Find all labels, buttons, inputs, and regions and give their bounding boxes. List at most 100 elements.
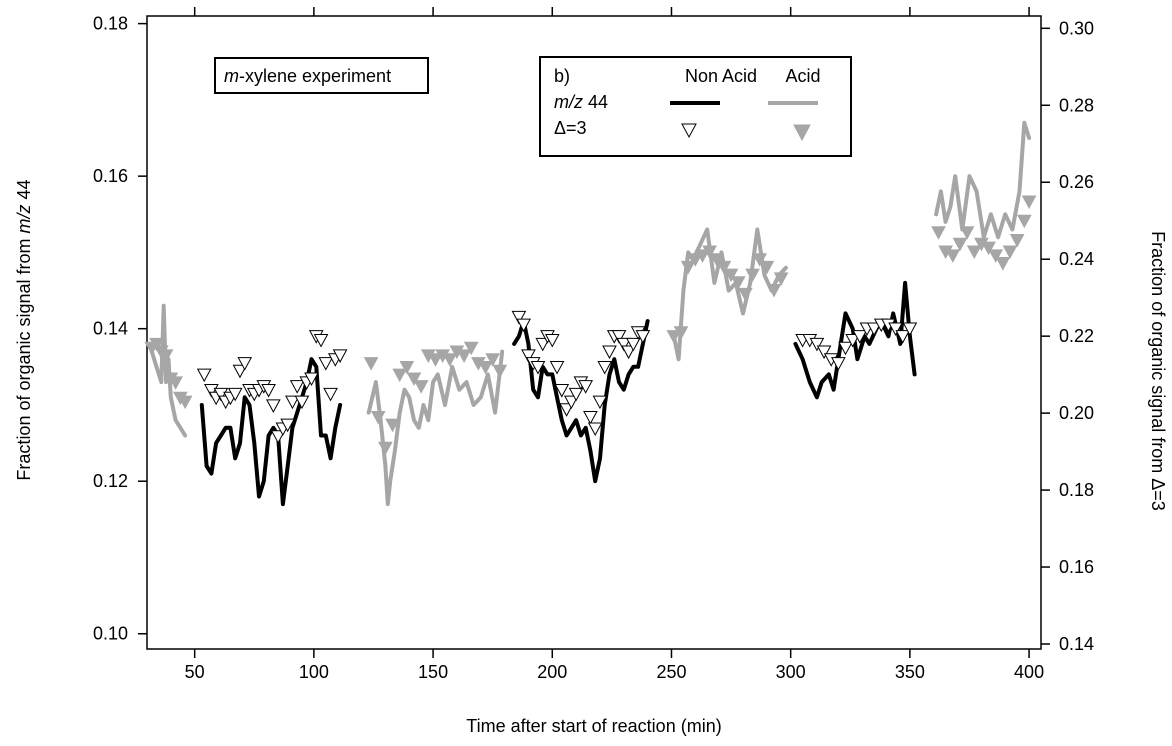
acid-delta3-marker — [931, 226, 946, 240]
non_acid-delta3-marker — [587, 422, 603, 437]
acid-mz44-line — [149, 303, 188, 438]
non_acid-delta3-marker — [521, 349, 536, 363]
y2-tick-label: 0.14 — [1059, 634, 1094, 654]
non_acid-delta3-marker — [866, 322, 882, 337]
x-tick-label: 400 — [1014, 662, 1044, 682]
non_acid-delta3-marker — [313, 334, 329, 348]
y-tick-label: 0.12 — [93, 471, 128, 491]
non_acid-delta3-marker — [511, 310, 527, 325]
series-lines — [149, 120, 1032, 507]
y2-tick-label: 0.24 — [1059, 249, 1094, 269]
acid-mz44-line — [366, 349, 505, 507]
acid-delta3-marker — [695, 249, 710, 263]
y2-tick-label: 0.20 — [1059, 403, 1094, 423]
non_acid-delta3-marker — [530, 360, 546, 375]
legend-row-delta3: Δ=3 — [554, 118, 587, 138]
acid-delta3-marker — [716, 260, 732, 275]
x-tick-label: 250 — [656, 662, 686, 682]
acid-delta3-marker — [149, 337, 164, 352]
non_acid-delta3-marker — [597, 360, 613, 375]
y2-tick-label: 0.16 — [1059, 557, 1094, 577]
non_acid-delta3-marker — [280, 418, 295, 433]
non_acid-delta3-marker — [549, 360, 565, 375]
non_acid-delta3-marker — [323, 387, 338, 402]
acid-delta3-marker — [168, 376, 183, 390]
acid-delta3-marker — [478, 360, 493, 375]
series-markers — [144, 195, 1037, 456]
acid-delta3-marker — [177, 395, 193, 410]
legend-col-non-acid: Non Acid — [685, 66, 757, 86]
legend: b) Non Acid Acid m/z 44 Δ=3 — [539, 56, 852, 157]
x-tick-label: 50 — [185, 662, 205, 682]
non_acid-delta3-marker — [616, 337, 632, 352]
non_acid-delta3-marker — [544, 334, 560, 348]
non_acid-delta3-marker — [809, 337, 825, 352]
x-axis: 50 100 150 200 250 300 350 400 — [185, 7, 1044, 682]
non_acid-delta3-marker — [304, 372, 319, 387]
acid-delta3-marker — [959, 226, 975, 240]
acid-delta3-marker — [673, 326, 689, 340]
non_acid-delta3-marker — [568, 387, 584, 402]
y2-tick-label: 0.26 — [1059, 172, 1094, 192]
acid-delta3-marker — [709, 253, 725, 267]
non_acid-delta3-marker — [285, 395, 300, 410]
non_acid-delta3-marker — [816, 345, 832, 360]
acid-delta3-marker — [981, 241, 996, 256]
non_acid-mz44-line — [512, 319, 650, 484]
non_acid-delta3-marker — [204, 384, 219, 398]
acid-delta3-marker — [687, 253, 703, 267]
acid-mz44-line — [934, 120, 1032, 240]
acid-delta3-marker — [680, 260, 696, 275]
annotation-box — [214, 57, 429, 94]
non_acid-delta3-marker — [237, 357, 253, 371]
non_acid-delta3-marker — [554, 384, 570, 398]
non_acid-delta3-marker — [625, 337, 641, 352]
acid-delta3-marker — [1002, 245, 1018, 260]
non_acid-delta3-marker — [266, 399, 281, 413]
non_acid-delta3-marker — [592, 395, 608, 410]
non_acid-delta3-marker — [838, 341, 853, 356]
non_acid-delta3-marker — [213, 387, 229, 402]
acid-delta3-marker — [752, 253, 768, 267]
acid-delta3-marker — [428, 353, 443, 367]
right-y-axis: 0.14 0.16 0.18 0.20 0.22 0.24 0.26 0.28 0.30 — [1041, 18, 1094, 654]
plot-frame — [146, 15, 1042, 650]
x-tick-label: 150 — [418, 662, 448, 682]
non_acid-delta3-marker — [635, 330, 651, 344]
x-tick-label: 300 — [776, 662, 806, 682]
legend-marker-non-acid — [681, 123, 697, 139]
acid-delta3-marker — [995, 257, 1011, 271]
non_acid-delta3-marker — [831, 357, 846, 371]
non_acid-delta3-marker — [294, 395, 310, 410]
legend-box — [539, 56, 852, 157]
left-y-axis-title: Fraction of organic signal from m/z 44 — [14, 179, 34, 480]
non_acid-delta3-marker — [621, 345, 636, 360]
acid-delta3-marker — [730, 276, 746, 290]
y2-tick-label: 0.18 — [1059, 480, 1094, 500]
acid-delta3-marker — [773, 272, 789, 286]
non_acid-delta3-marker — [261, 384, 276, 398]
non_acid-delta3-marker — [289, 380, 305, 394]
non_acid-delta3-marker — [578, 380, 593, 394]
non_acid-delta3-marker — [852, 330, 868, 344]
acid-delta3-marker — [392, 368, 408, 383]
x-tick-label: 200 — [537, 662, 567, 682]
non_acid-delta3-marker — [559, 403, 574, 417]
acid-delta3-marker — [385, 418, 400, 433]
non_acid-delta3-marker — [583, 410, 598, 425]
non_acid-delta3-marker — [845, 334, 861, 348]
acid-delta3-marker — [158, 349, 174, 363]
non_acid-delta3-marker — [196, 368, 212, 383]
y-tick-label: 0.10 — [93, 624, 128, 644]
experiment-annotation: m-xylene experiment — [214, 57, 429, 94]
acid-mz44-line — [671, 227, 788, 362]
non_acid-mz44-line — [199, 357, 343, 507]
non_acid-delta3-marker — [232, 364, 248, 379]
acid-delta3-marker — [378, 441, 393, 456]
acid-delta3-marker — [723, 268, 739, 283]
acid-delta3-marker — [666, 330, 682, 344]
acid-delta3-marker — [399, 360, 415, 375]
acid-delta3-marker — [945, 249, 961, 263]
y2-tick-label: 0.30 — [1059, 18, 1094, 38]
non_acid-delta3-marker — [895, 330, 911, 344]
